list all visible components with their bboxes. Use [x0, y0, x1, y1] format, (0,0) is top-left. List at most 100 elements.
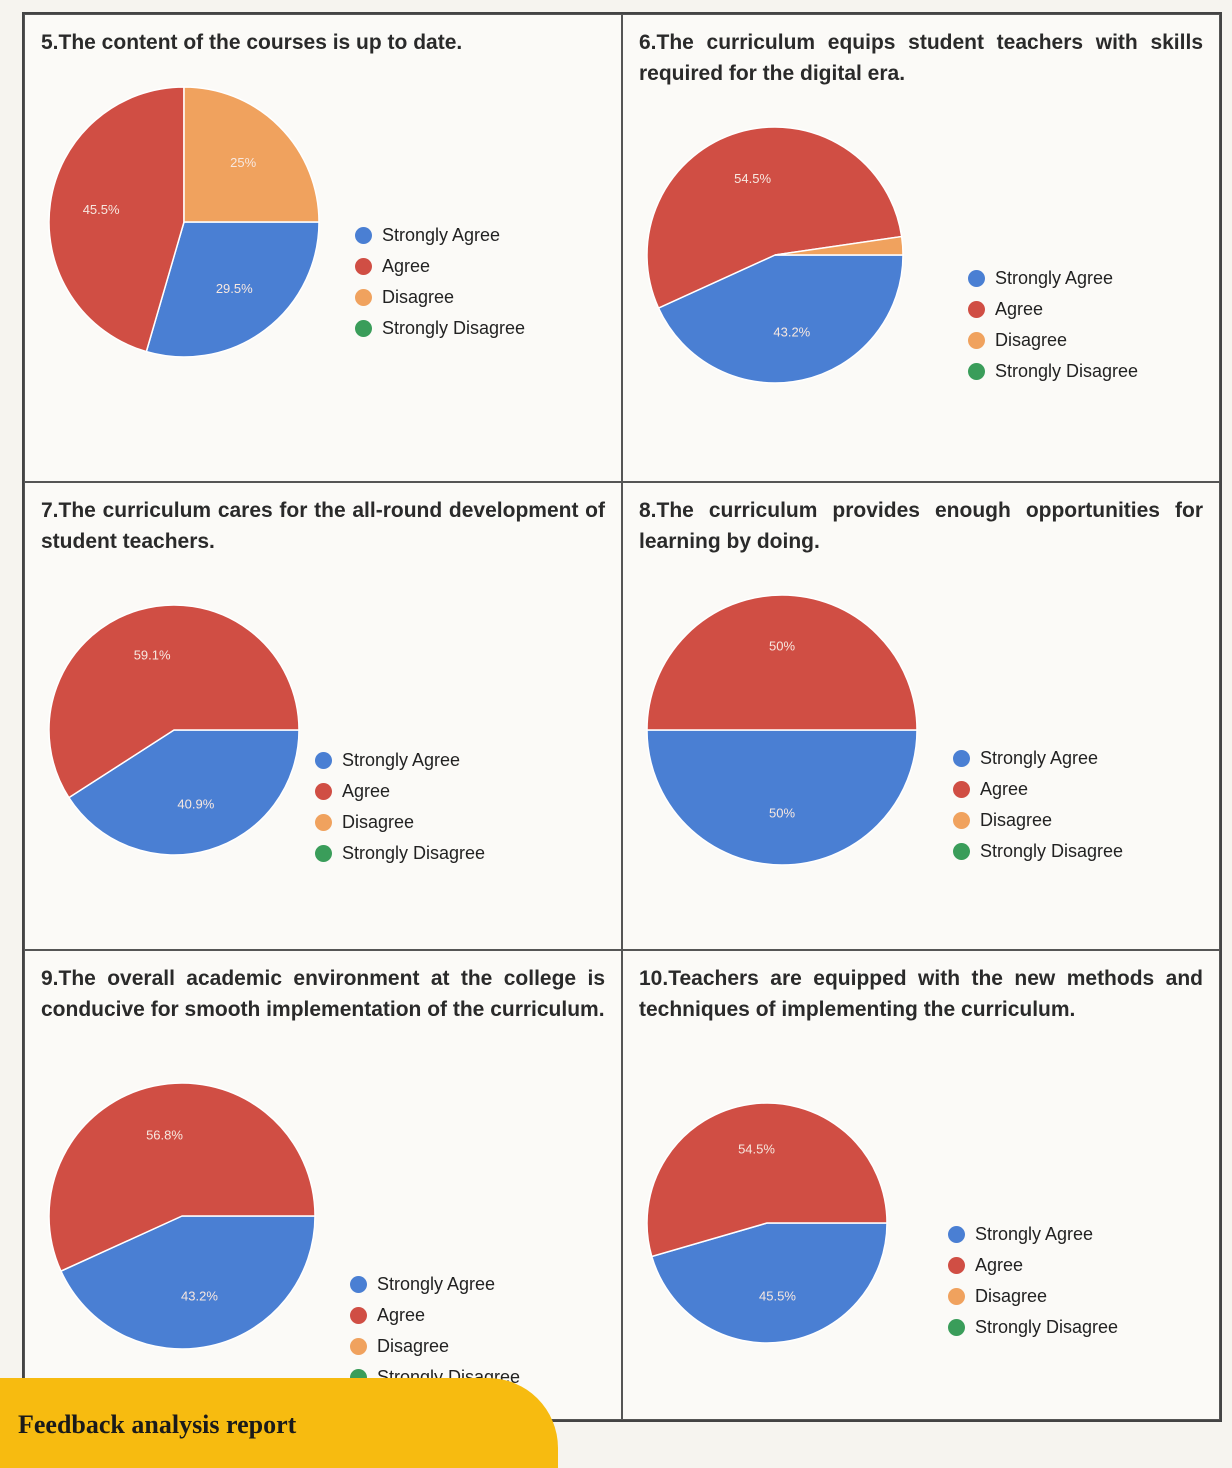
legend-label: Disagree [995, 330, 1068, 350]
legend-label: Strongly Agree [342, 750, 461, 771]
pie-chart: 29.5% 45.5% 25% [48, 86, 320, 358]
pie-data-label: 40.9% [177, 797, 214, 812]
legend-item-strongly-agree: Strongly Agree [953, 743, 1123, 774]
chart-panel: 7.The curriculum cares for the all-round… [24, 482, 622, 951]
chart-panel: 10.Teachers are equipped with the new me… [622, 950, 1220, 1420]
chart-grid: 5.The content of the courses is up to da… [22, 12, 1222, 1422]
pie-data-label: 43.2% [181, 1289, 218, 1304]
pie-slice-disagree [774, 235, 904, 256]
legend-swatch-icon [315, 752, 332, 770]
chart-legend: Strongly Agree Agree Disagree Strongly Disa… [315, 745, 485, 869]
chart-title: 8.The curriculum provides enough opportu… [639, 499, 1203, 554]
legend-label: Agree [377, 1305, 426, 1326]
legend-swatch-icon [355, 258, 372, 275]
legend-item-disagree: Disagree [953, 805, 1123, 836]
pie-slice-agree [48, 604, 300, 799]
legend-item-disagree: Disagree [350, 1331, 520, 1362]
legend-item-strongly-agree: Strongly Agree [948, 1219, 1118, 1250]
chart-title: 7.The curriculum cares for the all-round… [41, 499, 605, 554]
chart-panel: 5.The content of the courses is up to da… [24, 14, 622, 483]
chart-title: 9.The overall academic environment at th… [41, 967, 605, 1022]
legend-item-strongly-agree: Strongly Agree [355, 220, 525, 251]
pie-data-label: 50% [769, 806, 795, 821]
legend-label: Strongly Agree [980, 748, 1099, 769]
legend-swatch-icon [948, 1319, 965, 1337]
legend-item-strongly-agree: Strongly Agree [968, 263, 1138, 294]
pie-data-label: 25% [230, 155, 256, 170]
pie-slice-strongly-agree [646, 729, 918, 866]
chart-title: 10.Teachers are equipped with the new me… [639, 967, 1203, 1022]
chart-legend: Strongly Agree Agree Disagree Strongly Disa… [948, 1219, 1118, 1343]
pie-slice-agree [646, 594, 918, 731]
legend-swatch-icon [948, 1288, 965, 1306]
legend-swatch-icon [968, 270, 985, 287]
pie-slice-strongly-agree [145, 221, 320, 358]
pie-slice-strongly-agree [650, 1222, 888, 1345]
legend-item-strongly-disagree: Strongly Disagree [355, 313, 525, 344]
legend-item-disagree: Disagree [315, 807, 485, 838]
pie-data-label: 43.2% [773, 325, 810, 340]
pie-slice-agree [48, 1082, 316, 1273]
pie-data-label: 45.5% [759, 1289, 796, 1304]
legend-swatch-icon [355, 227, 372, 244]
chart-panel: 8.The curriculum provides enough opportu… [622, 482, 1220, 951]
pie-slice-strongly-agree [657, 254, 904, 384]
legend-item-disagree: Disagree [968, 325, 1138, 356]
legend-item-agree: Agree [315, 776, 485, 807]
legend-label: Strongly Disagree [342, 843, 486, 864]
legend-item-strongly-disagree: Strongly Disagree [948, 1312, 1118, 1343]
pie-chart: 50% 50% [646, 594, 918, 866]
legend-label: Disagree [377, 1336, 450, 1357]
legend-label: Disagree [975, 1286, 1048, 1307]
legend-swatch-icon [953, 781, 970, 799]
legend-swatch-icon [968, 301, 985, 318]
pie-chart: 45.5% 54.5% [646, 1102, 888, 1345]
footer-banner-text: Feedback analysis report [18, 1410, 297, 1439]
legend-item-agree: Agree [953, 774, 1123, 805]
pie-data-label: 54.5% [734, 171, 771, 186]
legend-item-agree: Agree [350, 1300, 520, 1331]
legend-label: Disagree [980, 810, 1053, 831]
legend-swatch-icon [355, 320, 372, 337]
legend-label: Strongly Disagree [995, 361, 1139, 381]
legend-label: Strongly Agree [382, 225, 501, 245]
legend-label: Agree [342, 781, 391, 802]
legend-item-agree: Agree [948, 1250, 1118, 1281]
chart-title: 6.The curriculum equips student teachers… [639, 31, 1203, 85]
legend-item-disagree: Disagree [948, 1281, 1118, 1312]
legend-label: Strongly Agree [995, 268, 1114, 288]
pie-data-label: 56.8% [146, 1128, 183, 1143]
legend-item-disagree: Disagree [355, 282, 525, 313]
legend-item-strongly-disagree: Strongly Disagree [968, 356, 1138, 387]
pie-data-label: 50% [769, 638, 795, 653]
legend-swatch-icon [350, 1307, 367, 1325]
legend-swatch-icon [968, 332, 985, 349]
legend-swatch-icon [953, 843, 970, 861]
legend-item-strongly-disagree: Strongly Disagree [315, 838, 485, 869]
legend-label: Strongly Agree [377, 1274, 496, 1295]
pie-data-label: 45.5% [83, 202, 120, 217]
legend-swatch-icon [948, 1226, 965, 1244]
legend-label: Agree [975, 1255, 1024, 1276]
legend-item-agree: Agree [968, 294, 1138, 325]
pie-slice-agree [48, 86, 185, 353]
legend-label: Disagree [382, 287, 455, 307]
chart-panel: 6.The curriculum equips student teachers… [622, 14, 1220, 483]
legend-label: Strongly Agree [975, 1224, 1094, 1245]
legend-swatch-icon [350, 1338, 367, 1356]
legend-label: Strongly Disagree [980, 841, 1124, 862]
legend-swatch-icon [350, 1276, 367, 1294]
pie-data-label: 54.5% [738, 1142, 775, 1157]
pie-slice-agree [646, 1102, 888, 1258]
pie-chart: 43.2% 54.5% [646, 126, 904, 384]
pie-data-label: 59.1% [134, 648, 171, 663]
legend-swatch-icon [948, 1257, 965, 1275]
legend-swatch-icon [315, 783, 332, 801]
legend-label: Strongly Disagree [382, 318, 526, 338]
chart-panel: 9.The overall academic environment at th… [24, 950, 622, 1420]
pie-data-label: 29.5% [216, 281, 253, 296]
legend-item-strongly-disagree: Strongly Disagree [953, 836, 1123, 867]
pie-slice-agree [646, 126, 903, 310]
